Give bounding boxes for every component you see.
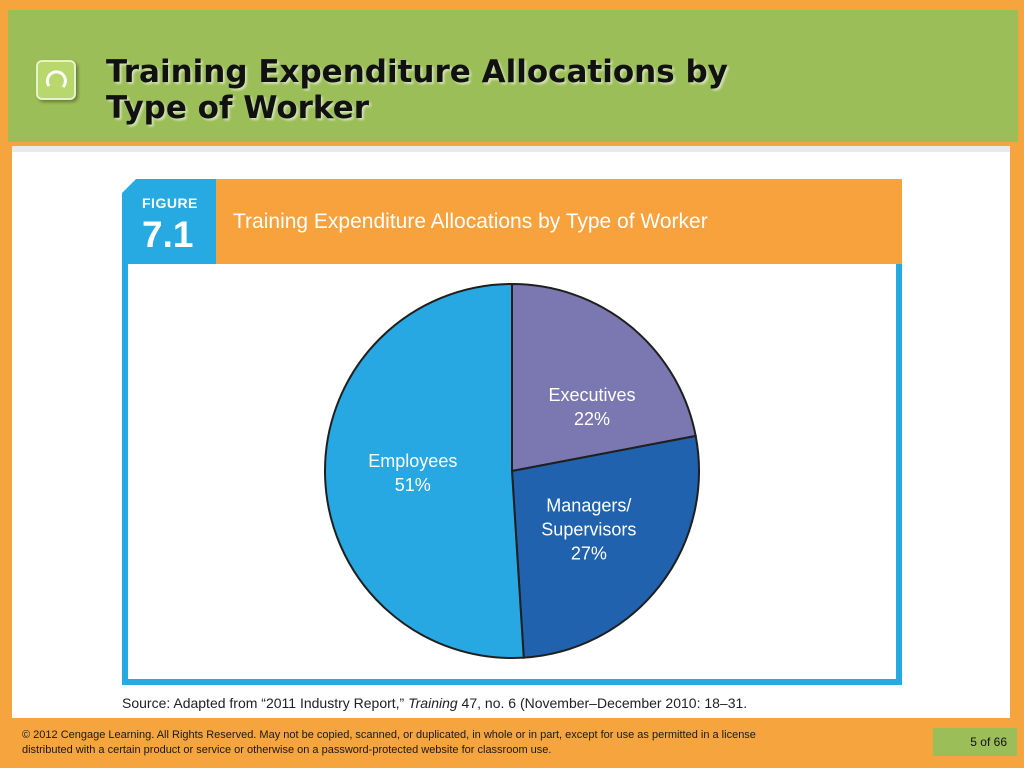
- slide-title: Training Expenditure Allocations by Type…: [106, 54, 906, 126]
- figure-title-bar: Training Expenditure Allocations by Type…: [216, 179, 902, 264]
- pie-category-label-0-0: Executives: [548, 385, 635, 405]
- page-total: 66: [993, 735, 1007, 749]
- pie-category-label-1-1: Supervisors: [541, 519, 636, 539]
- pie-category-label-2-0: Employees: [368, 451, 457, 471]
- source-journal: Training: [408, 695, 458, 711]
- figure-box: FIGURE 7.1 Training Expenditure Allocati…: [122, 179, 902, 685]
- pie-value-label-2: 51%: [395, 475, 431, 495]
- pie-value-label-1: 27%: [571, 543, 607, 563]
- copyright-notice: © 2012 Cengage Learning. All Rights Rese…: [22, 728, 782, 758]
- figure-left-border: [122, 264, 128, 685]
- pie-value-label-0: 22%: [574, 409, 610, 429]
- circle-logo-icon: [36, 60, 76, 100]
- page-indicator: 5 of 66: [933, 728, 1017, 756]
- copyright-text: 2012 Cengage Learning. All Rights Reserv…: [22, 729, 756, 756]
- pie-slice-executives: [511, 282, 697, 473]
- pie-category-label-1-0: Managers/: [546, 495, 631, 515]
- figure-source: Source: Adapted from “2011 Industry Repo…: [122, 695, 747, 711]
- figure-tag-corner: [122, 179, 136, 193]
- figure-bottom-border: [122, 679, 902, 685]
- pie-slice-employees: [324, 282, 525, 659]
- slide-title-line-1: Training Expenditure Allocations by: [106, 54, 728, 90]
- figure-right-border: [896, 264, 902, 685]
- page-of: of: [980, 735, 991, 749]
- figure-title: Training Expenditure Allocations by Type…: [233, 210, 708, 233]
- figure-label-word: FIGURE: [142, 195, 198, 211]
- figure-label-tag: FIGURE 7.1: [122, 179, 216, 264]
- figure-label-number: 7.1: [142, 214, 194, 255]
- pie-slice-managers-supervisors: [510, 434, 700, 659]
- copyright-symbol: ©: [22, 729, 31, 741]
- source-prefix: Source: Adapted from “2011 Industry Repo…: [122, 695, 409, 711]
- slide-header: Training Expenditure Allocations by Type…: [8, 10, 1018, 142]
- slide-title-line-2: Type of Worker: [106, 90, 370, 126]
- source-suffix: 47, no. 6 (November–December 2010: 18–31…: [457, 695, 748, 711]
- page-current: 5: [970, 735, 977, 749]
